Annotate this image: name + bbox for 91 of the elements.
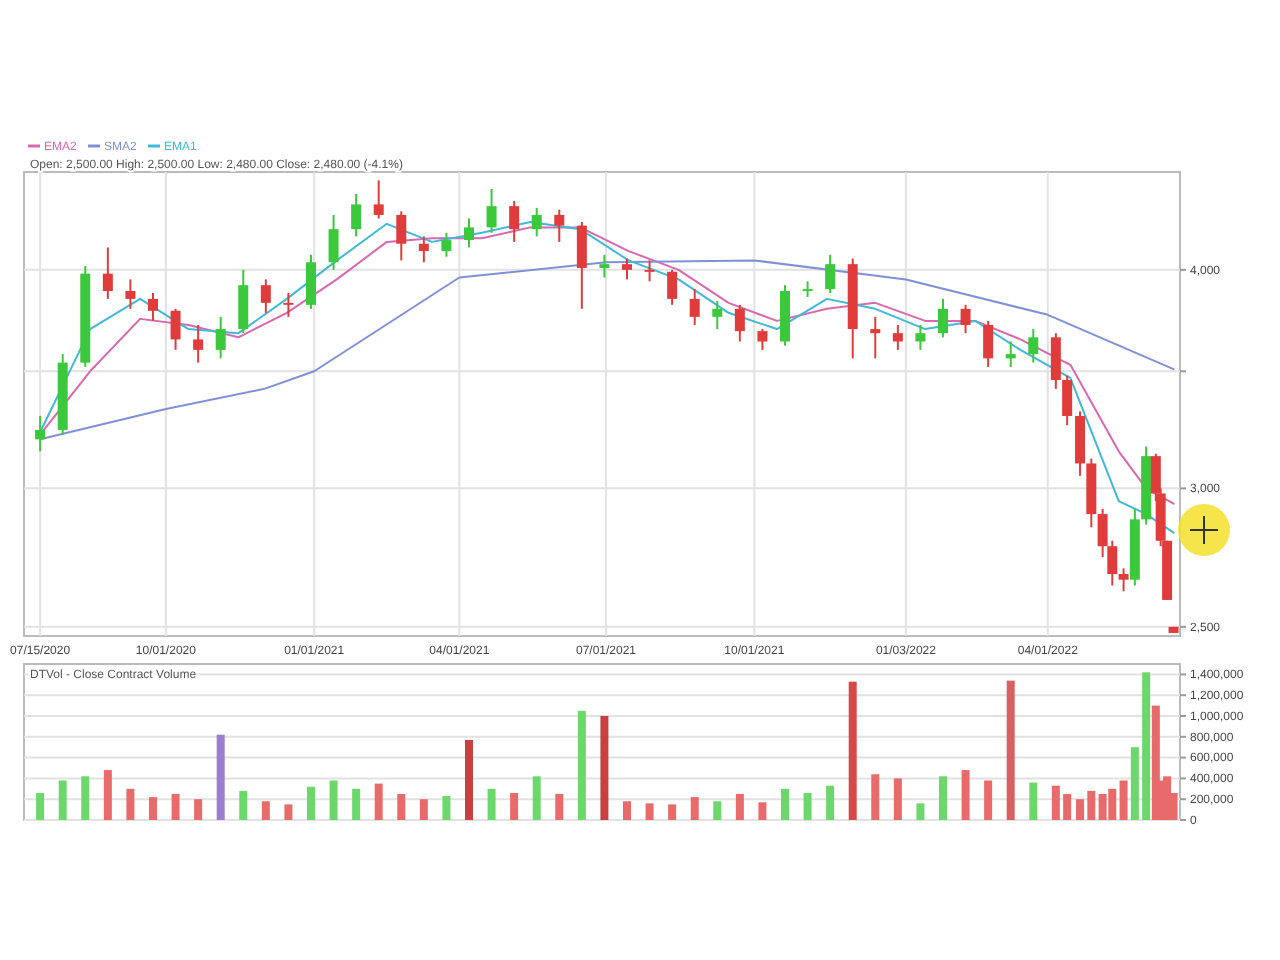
candlestick — [1005, 340, 1016, 368]
candlestick — [892, 323, 903, 351]
bar — [780, 788, 789, 820]
candlestick — [531, 206, 542, 238]
bar — [487, 788, 496, 820]
candlestick — [1118, 567, 1129, 593]
bar — [577, 710, 586, 820]
candlestick — [351, 193, 362, 238]
bar — [374, 783, 383, 820]
bar — [419, 799, 428, 820]
candlestick — [644, 259, 655, 283]
candlestick — [576, 221, 587, 310]
bar — [216, 734, 225, 820]
candlestick — [102, 246, 113, 300]
candlestick — [938, 297, 948, 339]
bar — [261, 801, 270, 820]
candlestick — [193, 323, 204, 364]
bar — [916, 803, 925, 820]
candlestick — [305, 253, 316, 310]
bar — [1006, 680, 1015, 820]
candlestick — [915, 323, 926, 351]
candlestick — [170, 307, 181, 351]
candlestick — [441, 231, 452, 258]
bar — [735, 794, 744, 820]
bar — [510, 792, 519, 820]
bar — [939, 776, 947, 820]
bar — [758, 802, 767, 820]
candlestick — [463, 217, 474, 249]
candlestick — [554, 208, 565, 243]
bar — [532, 776, 541, 820]
bar — [600, 716, 609, 820]
bar — [103, 770, 112, 820]
bar — [984, 780, 993, 820]
bar — [194, 799, 203, 820]
candlestick — [825, 253, 836, 294]
candlestick — [147, 291, 158, 322]
bar — [1119, 780, 1128, 820]
candlestick — [757, 328, 768, 351]
bar — [690, 797, 699, 820]
candlestick — [486, 187, 497, 234]
bar — [622, 801, 631, 820]
candlestick — [125, 278, 136, 310]
candlestick — [983, 319, 994, 368]
candlestick — [418, 235, 429, 264]
bar — [171, 794, 180, 820]
bar — [1029, 782, 1038, 820]
bar — [352, 788, 361, 820]
bar — [284, 804, 293, 820]
candlestick — [509, 199, 520, 243]
bar — [555, 794, 564, 820]
bar — [803, 792, 812, 820]
bar — [239, 790, 248, 820]
bar — [893, 778, 902, 820]
bar — [148, 797, 157, 820]
bar — [306, 786, 315, 820]
candlestick — [373, 179, 384, 220]
candlestick — [215, 315, 226, 360]
candlestick — [1028, 328, 1039, 364]
bar — [58, 780, 67, 820]
bar — [848, 681, 857, 820]
bar — [397, 794, 406, 820]
bar — [442, 796, 451, 820]
bar — [668, 804, 677, 820]
bar — [961, 770, 970, 820]
candlestick — [960, 303, 971, 335]
candlestick — [599, 253, 610, 279]
bar — [81, 776, 90, 820]
candlestick — [35, 414, 46, 453]
candlestick — [260, 278, 271, 314]
candlestick — [328, 213, 339, 271]
candlestick — [1075, 410, 1086, 477]
bar — [713, 801, 722, 820]
candlestick — [870, 315, 881, 360]
candlestick — [802, 280, 813, 298]
candlestick — [689, 288, 700, 326]
candlestick — [621, 257, 632, 281]
bar — [826, 785, 835, 820]
candlestick — [1062, 374, 1073, 427]
candlestick — [734, 303, 745, 343]
candlestick — [238, 268, 249, 335]
candlestick — [712, 299, 723, 331]
candlestick — [396, 210, 407, 262]
bar — [464, 739, 473, 820]
candlestick — [283, 291, 294, 318]
bar — [329, 780, 338, 820]
bar — [871, 774, 880, 820]
bar — [126, 788, 135, 820]
candlestick — [1050, 332, 1061, 390]
candlestick — [667, 268, 678, 306]
bar — [36, 792, 45, 820]
bar — [645, 803, 654, 820]
